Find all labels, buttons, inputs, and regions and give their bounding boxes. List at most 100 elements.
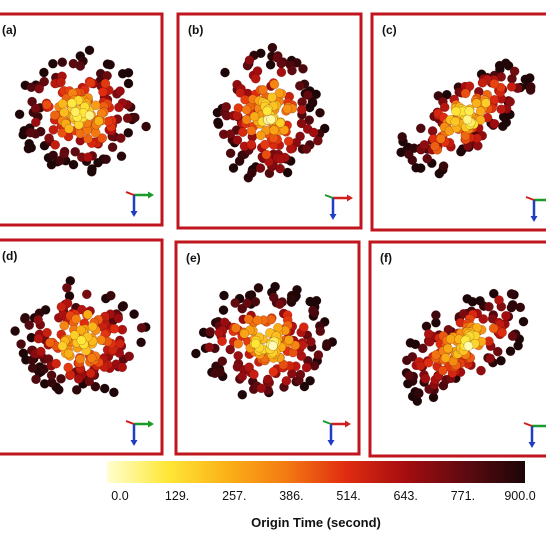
event-point <box>105 290 116 301</box>
event-point <box>70 107 81 117</box>
event-point <box>10 326 20 336</box>
event-point <box>243 314 254 325</box>
event-point <box>268 292 279 303</box>
event-point <box>233 338 244 349</box>
event-point <box>294 81 305 91</box>
event-point <box>82 309 93 320</box>
event-point <box>114 338 125 349</box>
event-point <box>239 328 250 339</box>
event-point <box>494 295 504 305</box>
event-point <box>225 344 236 355</box>
event-point <box>513 340 523 351</box>
panel-c: (c) <box>370 12 546 232</box>
event-point <box>313 135 323 146</box>
event-point <box>298 63 308 74</box>
event-point <box>86 353 97 363</box>
event-point <box>488 288 499 299</box>
event-point <box>51 358 61 369</box>
event-point <box>83 152 93 163</box>
event-point <box>14 109 25 120</box>
event-point <box>27 363 38 373</box>
event-point <box>407 352 418 362</box>
event-point <box>59 320 70 331</box>
event-point <box>497 327 507 338</box>
event-point <box>440 353 451 363</box>
event-point <box>42 327 52 338</box>
panel-frame <box>368 240 546 458</box>
event-point <box>443 324 454 335</box>
event-point <box>298 322 309 333</box>
event-point <box>63 348 74 359</box>
event-point <box>255 163 266 173</box>
event-point <box>109 323 120 334</box>
event-point <box>509 66 520 77</box>
event-point <box>246 139 257 150</box>
event-point <box>439 102 450 113</box>
event-point <box>57 128 68 138</box>
event-point <box>83 133 93 144</box>
event-point <box>397 132 408 142</box>
event-point <box>115 133 126 143</box>
event-point <box>73 374 84 384</box>
colorbar-tick-label: 771. <box>451 489 475 503</box>
event-point <box>242 298 252 309</box>
event-point <box>506 81 517 92</box>
event-point <box>129 309 139 319</box>
event-point <box>50 140 61 150</box>
event-point <box>235 88 246 98</box>
event-point <box>315 107 325 118</box>
event-point <box>90 128 101 138</box>
event-point <box>249 111 260 122</box>
event-point <box>283 136 294 147</box>
event-point <box>48 150 59 161</box>
event-point <box>262 106 273 116</box>
event-point <box>451 106 461 117</box>
event-point <box>506 289 517 299</box>
event-point <box>64 123 74 134</box>
event-point <box>485 353 496 364</box>
event-point <box>46 370 57 381</box>
orientation-axes-icon <box>125 420 154 446</box>
event-point <box>308 305 318 316</box>
event-point <box>255 130 266 141</box>
event-point <box>221 101 232 112</box>
event-point <box>237 371 248 382</box>
event-point <box>496 355 506 366</box>
event-point <box>101 154 111 165</box>
event-point <box>219 317 230 328</box>
event-point <box>305 375 315 386</box>
event-point <box>250 73 261 84</box>
panel-d: (d) <box>0 238 164 456</box>
event-point <box>276 67 287 78</box>
event-point <box>16 339 26 349</box>
event-point <box>205 327 216 337</box>
event-point <box>59 107 70 118</box>
event-point <box>69 330 80 341</box>
event-points <box>401 288 529 406</box>
panel-label: (a) <box>2 23 17 37</box>
event-point <box>475 106 486 117</box>
event-point <box>93 157 103 168</box>
event-point <box>246 168 257 178</box>
event-point <box>287 65 297 76</box>
event-point <box>464 81 475 92</box>
event-point <box>48 124 59 135</box>
event-point <box>117 362 128 373</box>
colorbar-tick-label: 514. <box>336 489 360 503</box>
event-point <box>250 338 261 349</box>
event-point <box>274 299 285 309</box>
event-point <box>515 302 526 313</box>
panel-frame <box>0 12 164 227</box>
panel-a: (a) <box>0 12 164 227</box>
event-point <box>204 342 215 353</box>
event-point <box>403 149 414 160</box>
event-points <box>396 58 536 179</box>
event-point <box>228 163 239 173</box>
event-point <box>253 283 264 293</box>
event-point <box>252 315 263 326</box>
event-point <box>57 57 68 68</box>
event-point <box>56 373 66 384</box>
event-point <box>63 362 74 373</box>
event-point <box>123 78 134 89</box>
event-point <box>84 110 95 121</box>
